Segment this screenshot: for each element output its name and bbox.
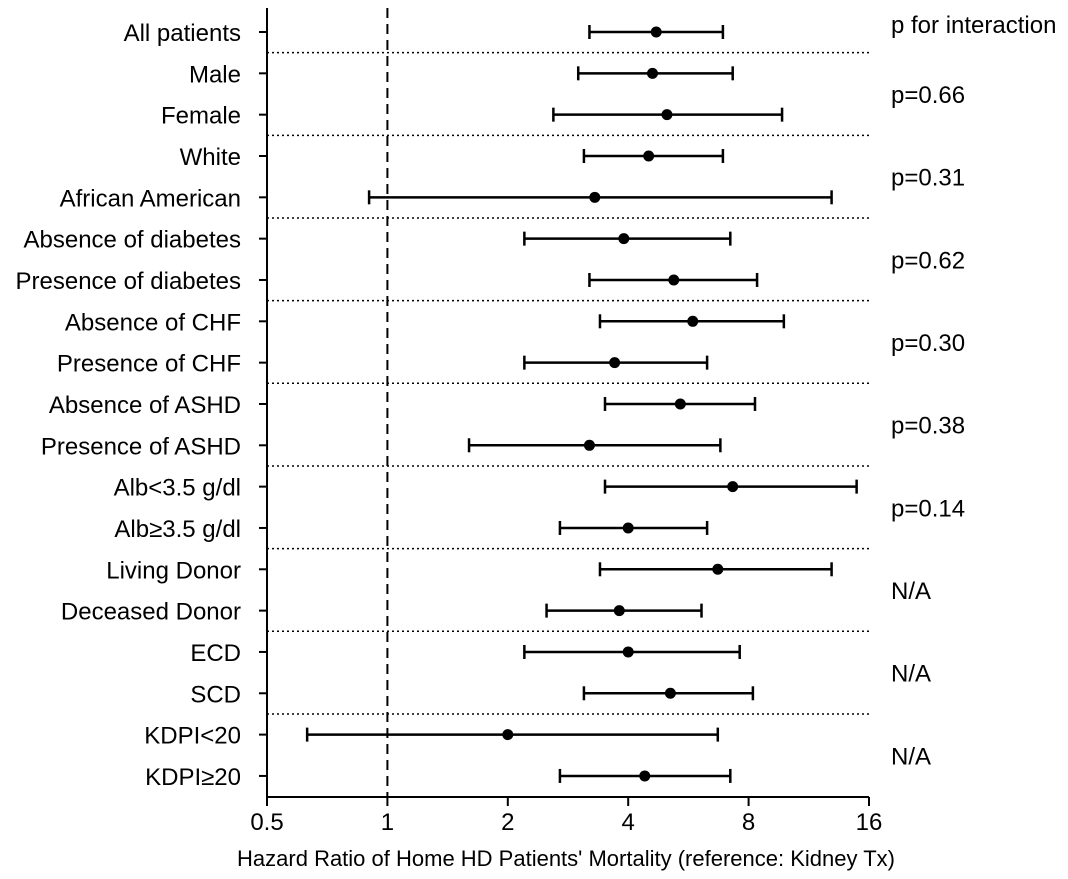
x-tick-label: 8 <box>742 809 755 836</box>
row-label: Alb<3.5 g/dl <box>114 475 241 502</box>
hazard-ratio-point <box>613 605 625 617</box>
row-label: African American <box>60 185 241 212</box>
row-label: Alb≥3.5 g/dl <box>114 516 241 543</box>
p-value-label: N/A <box>891 661 931 688</box>
hazard-ratio-point <box>664 687 676 699</box>
hazard-ratio-point <box>639 770 651 782</box>
hazard-ratio-point <box>727 481 739 493</box>
p-value-label: p=0.14 <box>891 495 965 522</box>
row-label: Presence of CHF <box>57 351 241 378</box>
hazard-ratio-point <box>712 563 724 575</box>
x-tick-label: 0.5 <box>250 809 283 836</box>
row-label: White <box>180 144 241 171</box>
x-axis-ticks: 0.5 1 2 4 8 16 <box>250 797 882 836</box>
group-separators <box>267 51 869 715</box>
hazard-ratio-point <box>668 274 680 286</box>
row-label: Absence of diabetes <box>24 227 242 254</box>
row-label: Absence of CHF <box>65 309 241 336</box>
row-label: SCD <box>190 681 241 708</box>
x-axis-title: Hazard Ratio of Home HD Patients' Mortal… <box>237 846 895 871</box>
row-label: All patients <box>124 20 241 47</box>
row-label: Absence of ASHD <box>49 392 241 419</box>
hazard-ratio-point <box>646 67 658 79</box>
row-label: Presence of diabetes <box>16 268 241 295</box>
row-label: Female <box>161 103 241 130</box>
hazard-ratio-point <box>674 398 686 410</box>
hazard-ratio-point <box>589 191 601 203</box>
interaction-p-values: p=0.66 p=0.31 p=0.62 p=0.30 p=0.38 p=0.14 N/A N… <box>891 82 965 770</box>
p-value-label: p=0.38 <box>891 413 965 440</box>
p-value-label: p=0.62 <box>891 247 965 274</box>
p-value-label: p=0.31 <box>891 165 965 192</box>
p-value-label: p=0.30 <box>891 330 965 357</box>
hazard-ratio-point <box>650 26 662 38</box>
hazard-ratio-point <box>609 357 621 369</box>
row-label: ECD <box>190 640 241 667</box>
interaction-header: p for interaction <box>891 12 1056 39</box>
x-tick-label: 2 <box>501 809 514 836</box>
row-label: Male <box>189 61 241 88</box>
p-value-label: N/A <box>891 743 931 770</box>
hazard-ratio-point <box>661 109 673 121</box>
x-tick-label: 16 <box>856 809 883 836</box>
hazard-ratio-point <box>643 150 655 162</box>
row-label: KDPI<20 <box>144 723 241 750</box>
confidence-intervals <box>305 25 858 783</box>
p-value-label: N/A <box>891 578 931 605</box>
hazard-ratio-point <box>618 233 630 245</box>
x-tick-label: 1 <box>381 809 394 836</box>
hazard-ratio-point <box>502 729 514 741</box>
row-label: Presence of ASHD <box>41 433 241 460</box>
row-labels: All patients Male Female White African Ameri… <box>16 20 267 791</box>
p-value-label: p=0.66 <box>891 82 965 109</box>
row-label: Living Donor <box>106 557 241 584</box>
x-tick-label: 4 <box>622 809 635 836</box>
hazard-ratio-point <box>622 646 634 658</box>
row-label: KDPI≥20 <box>145 764 241 791</box>
row-label: Deceased Donor <box>61 599 241 626</box>
hazard-ratio-point <box>583 439 595 451</box>
hazard-ratio-point <box>687 315 699 327</box>
hazard-ratio-point <box>622 522 634 534</box>
